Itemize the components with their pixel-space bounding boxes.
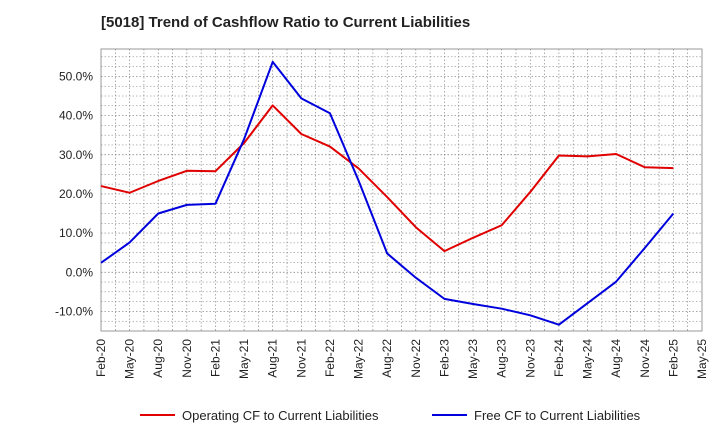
y-tick-label: 40.0% <box>59 109 93 123</box>
x-tick-label: May-21 <box>237 339 251 379</box>
series-line-1 <box>100 60 675 326</box>
x-tick-label: Feb-24 <box>552 339 566 377</box>
y-tick-label: 30.0% <box>59 148 93 162</box>
x-tick-label: May-20 <box>123 339 137 379</box>
x-tick-label: Nov-20 <box>180 339 194 378</box>
x-tick-label: May-23 <box>466 339 480 379</box>
x-tick-label: Feb-23 <box>437 339 451 377</box>
grid-layer <box>100 48 703 332</box>
series-line-0 <box>100 104 674 253</box>
x-tick-label: May-24 <box>581 339 595 379</box>
axis-layer: -10.0% 0.0% 10.0% 20.0% 30.0% 40.0% 50.0% Feb-2… <box>55 69 709 379</box>
x-tick-label: Nov-23 <box>523 339 537 378</box>
x-tick-label: Feb-22 <box>323 339 337 377</box>
x-tick-label: May-25 <box>695 339 709 379</box>
x-tick-label: Aug-24 <box>609 339 623 378</box>
y-tick-label: 0.0% <box>66 265 94 279</box>
x-tick-label: Aug-21 <box>266 339 280 378</box>
legend-label-1: Free CF to Current Liabilities <box>474 408 641 423</box>
y-tick-label: -10.0% <box>55 304 93 318</box>
legend: Operating CF to Current Liabilities Free … <box>140 408 641 423</box>
x-tick-label: Nov-24 <box>638 339 652 378</box>
series-layer <box>100 60 675 326</box>
x-tick-label: Aug-23 <box>495 339 509 378</box>
legend-label-0: Operating CF to Current Liabilities <box>182 408 379 423</box>
x-tick-label: Feb-25 <box>666 339 680 377</box>
y-tick-label: 20.0% <box>59 187 93 201</box>
y-tick-label: 10.0% <box>59 226 93 240</box>
x-tick-label: Feb-20 <box>94 339 108 377</box>
x-tick-label: Feb-21 <box>208 339 222 377</box>
x-tick-label: Nov-21 <box>294 339 308 378</box>
x-tick-label: Aug-20 <box>151 339 165 378</box>
x-tick-label: Aug-22 <box>380 339 394 378</box>
chart-title: [5018] Trend of Cashflow Ratio to Curren… <box>101 14 471 31</box>
x-tick-label: Nov-22 <box>409 339 423 378</box>
x-tick-label: May-22 <box>352 339 366 379</box>
y-tick-label: 50.0% <box>59 69 93 83</box>
